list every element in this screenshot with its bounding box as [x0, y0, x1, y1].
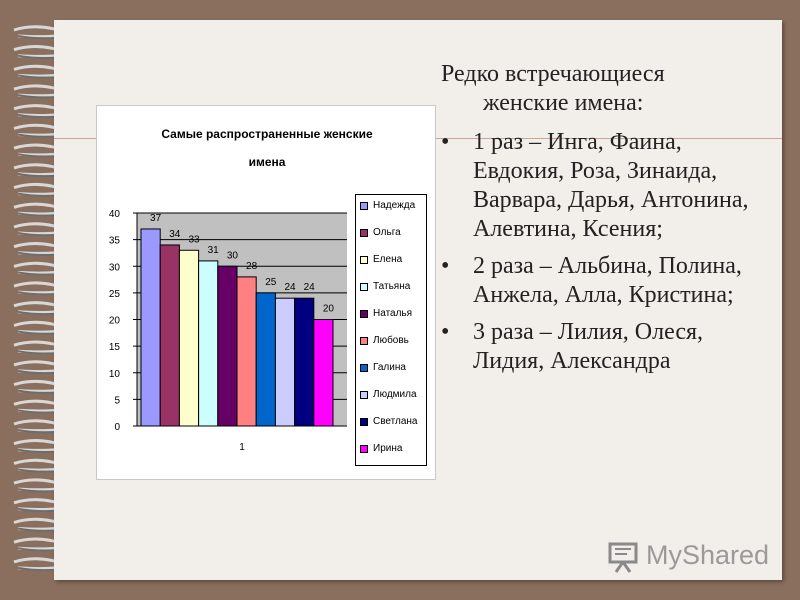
data-label: 24 [284, 282, 296, 293]
bar [178, 249, 200, 427]
legend-label: Любовь [373, 335, 409, 346]
legend-label: Елена [373, 254, 403, 265]
bullet-text: 1 раз – Инга, Фаина, Евдокия, Роза, Зина… [473, 129, 749, 242]
legend-label: Светлана [373, 416, 418, 427]
chart-legend: Надежда Ольга Елена Татьяна Наталья Любовь Гал… [355, 194, 427, 466]
data-label: 28 [246, 261, 258, 272]
data-label: 25 [265, 277, 277, 288]
legend-swatch [360, 336, 368, 345]
bar [274, 297, 296, 427]
bar [294, 297, 315, 427]
legend-item: Ирина [360, 442, 402, 455]
data-label: 34 [169, 229, 181, 240]
legend-swatch [360, 228, 368, 237]
bullet-item: • 1 раз – Инга, Фаина, Евдокия, Роза, Зи… [441, 128, 761, 244]
presentation-screen-icon [608, 542, 638, 573]
bullet-dot: • [441, 129, 450, 155]
heading-line-1: Редко встречающиеся [441, 61, 665, 87]
legend-item: Светлана [360, 415, 418, 428]
chart-title: Самые распространенные женские имена [161, 127, 373, 169]
y-tick-label: 35 [109, 236, 121, 247]
legend-swatch [360, 444, 368, 453]
heading-line-2: женские имена: [483, 90, 644, 116]
legend-swatch [360, 255, 368, 264]
legend-item: Татьяна [360, 280, 410, 293]
y-tick-label: 0 [114, 422, 120, 433]
legend-item: Елена [360, 253, 402, 266]
bar [159, 244, 180, 427]
legend-label: Людмила [373, 389, 417, 400]
y-tick-label: 5 [114, 395, 120, 406]
data-label: 33 [188, 234, 200, 245]
legend-label: Наталья [373, 308, 413, 319]
chart-container: Самые распространенные женские имена 0 5 1… [96, 105, 436, 480]
bullet-text: 2 раза – Альбина, Полина, Анжела, Алла, … [473, 253, 742, 308]
legend-item: Ольга [360, 226, 401, 239]
legend-swatch [360, 282, 368, 291]
bullet-text: 3 раза – Лилия, Олеся, Лидия, Александра [473, 319, 704, 374]
legend-item: Галина [360, 361, 406, 374]
legend-item: Наталья [360, 307, 412, 320]
y-tick-label: 15 [109, 342, 121, 353]
myshared-logo[interactable]: MyShared [606, 536, 770, 576]
slide-heading: Редко встречающиеся женские имена: [441, 60, 761, 118]
bar [255, 292, 276, 427]
legend-swatch [360, 390, 368, 399]
legend-label: Татьяна [373, 281, 411, 292]
bar [313, 319, 334, 427]
data-label: 37 [150, 213, 162, 224]
legend-label: Галина [373, 362, 406, 373]
bullet-dot: • [441, 253, 450, 279]
bar [236, 276, 257, 427]
bullet-item: • 3 раза – Лилия, Олеся, Лидия, Александ… [441, 318, 761, 376]
data-label: 30 [227, 250, 239, 261]
x-tick-label: 1 [239, 442, 245, 453]
legend-item: Любовь [360, 334, 409, 347]
y-tick-label: 40 [109, 209, 121, 220]
y-tick-label: 25 [109, 289, 121, 300]
bar-chart: 0 5 10 15 20 25 30 35 40 37 34 33 31 30 28 25 24 24 20 1 [109, 209, 347, 453]
legend-item: Надежда [360, 199, 415, 212]
slide-text: Редко встречающиеся женские имена: • 1 р… [441, 60, 761, 384]
data-label: 31 [208, 245, 220, 256]
legend-swatch [360, 309, 368, 318]
legend-swatch [360, 363, 368, 372]
data-label: 20 [323, 304, 335, 315]
legend-label: Надежда [373, 200, 416, 211]
bar [198, 260, 219, 427]
bar [217, 265, 238, 427]
data-label: 24 [304, 282, 316, 293]
bullet-item: • 2 раза – Альбина, Полина, Анжела, Алла… [441, 252, 761, 310]
legend-label: Ольга [373, 227, 401, 238]
bar [140, 228, 161, 427]
legend-swatch [360, 417, 368, 426]
logo-text: MyShared [646, 540, 770, 570]
legend-item: Людмила [360, 388, 417, 401]
y-tick-label: 30 [109, 262, 121, 273]
y-tick-label: 10 [109, 369, 121, 380]
legend-label: Ирина [373, 443, 403, 454]
y-tick-label: 20 [109, 316, 121, 327]
bullet-dot: • [441, 319, 450, 345]
legend-swatch [360, 201, 368, 210]
